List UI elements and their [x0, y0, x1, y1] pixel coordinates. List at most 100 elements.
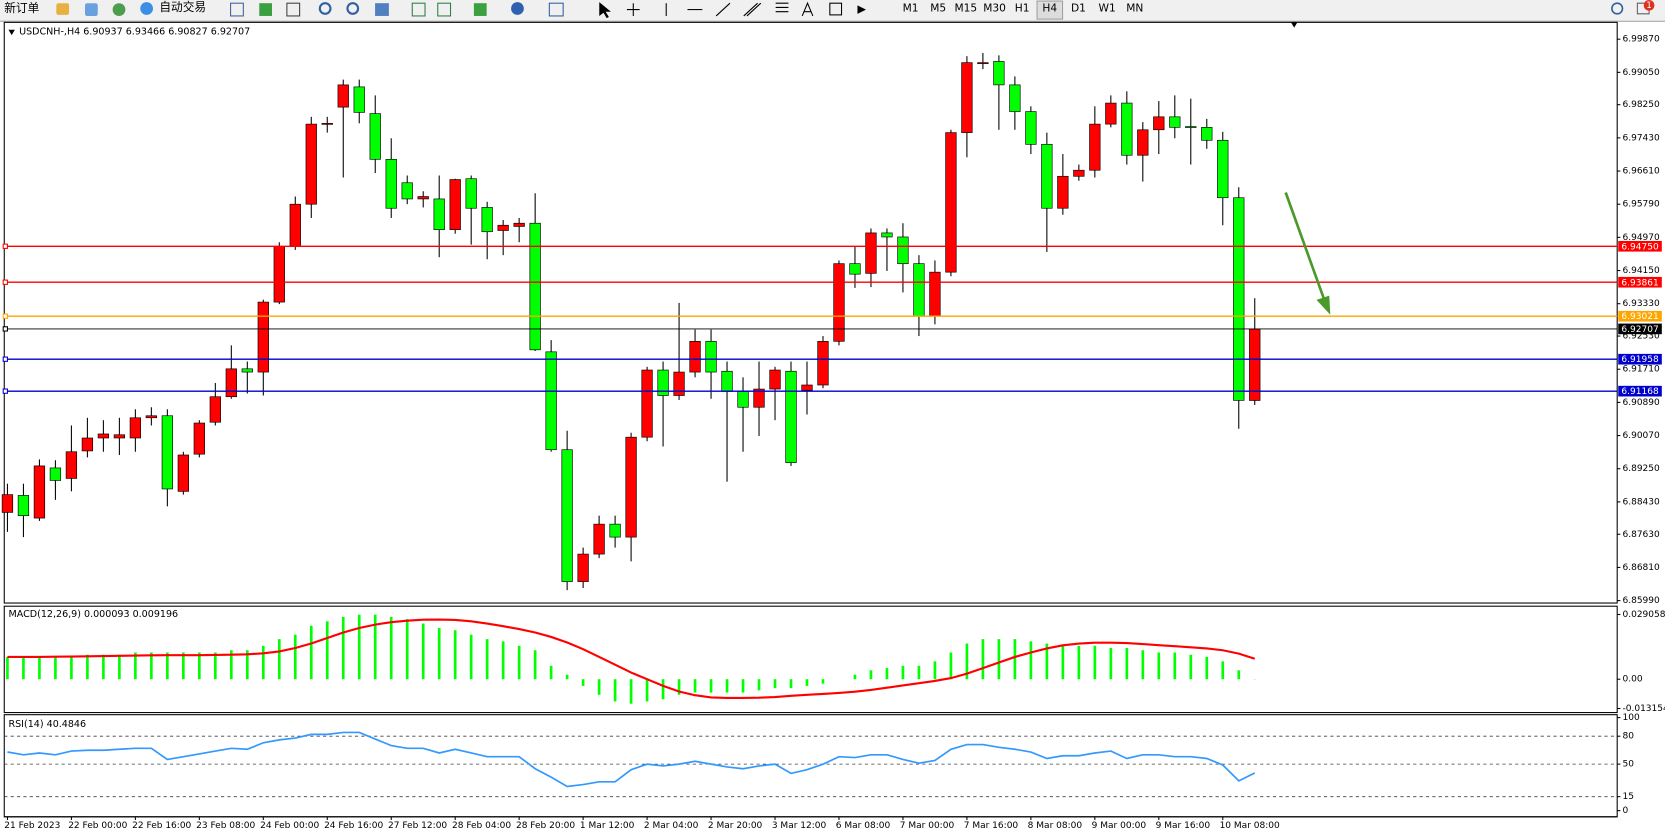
timeframe-button[interactable]: M30: [983, 2, 1006, 15]
candle-body: [81, 437, 94, 452]
arrows-tool[interactable]: [857, 5, 866, 14]
candle-body: [497, 224, 509, 231]
price-level-label: 6.92707: [1621, 325, 1658, 335]
candle-body: [577, 553, 589, 582]
new-order-button[interactable]: 新订单: [4, 1, 39, 15]
x-tick-label: 6 Mar 08:00: [836, 821, 891, 831]
chart-title: USDCNH-,H4 6.90937 6.93466 6.90827 6.927…: [19, 26, 250, 37]
candle-body: [1249, 328, 1261, 401]
y-tick-label: 0.029058: [1622, 610, 1665, 620]
candle-body: [65, 451, 78, 479]
y-tick-label: 6.94150: [1622, 266, 1660, 276]
y-tick-label: 6.96610: [1622, 167, 1660, 177]
macd-title: MACD(12,26,9) 0.000093 0.009196: [9, 609, 179, 620]
indicators-button[interactable]: [473, 3, 487, 16]
candle-body: [1057, 175, 1069, 209]
candle-body: [337, 84, 349, 108]
timeframe-button[interactable]: MN: [1126, 2, 1143, 15]
candle-body: [321, 122, 333, 125]
x-tick-label: 21 Feb 2023: [4, 821, 60, 831]
label-tool[interactable]: [829, 2, 843, 16]
y-tick-label: 80: [1622, 732, 1634, 742]
candle-body: [977, 62, 989, 65]
candle-body: [401, 182, 413, 200]
toolbar-icon[interactable]: [112, 3, 126, 16]
crosshair-tool[interactable]: [626, 3, 640, 16]
price-level-handle: [2, 356, 8, 362]
toolbar-icon[interactable]: [375, 3, 389, 16]
y-tick-label: 6.99050: [1622, 68, 1660, 78]
y-tick-label: 6.88430: [1622, 497, 1660, 507]
x-tick-label: 9 Mar 00:00: [1092, 821, 1147, 831]
toolbar-icon[interactable]: [230, 2, 244, 17]
periods-button[interactable]: [511, 2, 524, 15]
candle-body: [113, 434, 126, 439]
candle-body: [417, 196, 429, 200]
toolbar-icon[interactable]: [411, 2, 426, 17]
fibo-tool[interactable]: [775, 2, 789, 13]
channel-tool[interactable]: [743, 2, 762, 17]
templates-button[interactable]: [548, 2, 564, 17]
symbol-dropdown[interactable]: [8, 29, 15, 36]
cursor-tool[interactable]: [599, 2, 611, 19]
timeframe-button[interactable]: D1: [1071, 2, 1086, 15]
candle-body: [721, 370, 733, 392]
auto-trading-icon[interactable]: [140, 2, 154, 15]
toolbar-icon[interactable]: [437, 2, 452, 17]
y-tick-label: 6.90070: [1622, 431, 1660, 441]
y-tick-label: 0.00: [1622, 675, 1642, 685]
x-tick-label: 3 Mar 12:00: [772, 821, 827, 831]
timeframe-button[interactable]: M5: [930, 2, 946, 15]
timeframe-button[interactable]: H4: [1042, 2, 1057, 15]
price-level-handle: [2, 326, 8, 332]
candle-body: [641, 369, 653, 438]
candle-body: [465, 178, 477, 209]
trend-arrow: [1284, 192, 1331, 315]
x-tick-label: 8 Mar 08:00: [1028, 821, 1083, 831]
candle-body: [801, 384, 813, 391]
alert-badge[interactable]: [1643, 0, 1655, 11]
candle-body: [897, 236, 909, 264]
x-tick-label: 27 Feb 12:00: [388, 821, 447, 831]
y-tick-label: 6.94970: [1622, 233, 1660, 243]
timeframe-button[interactable]: M15: [955, 2, 978, 15]
price-level-handle: [2, 243, 8, 249]
timeframe-button[interactable]: H1: [1015, 2, 1030, 15]
arrow-head: [1316, 295, 1331, 315]
chart-shift-marker[interactable]: [1290, 22, 1298, 28]
candle-body: [545, 351, 557, 451]
candle-body: [305, 123, 317, 205]
y-tick-label: 6.85990: [1622, 596, 1660, 606]
zoom-in-button[interactable]: [318, 2, 332, 15]
candle-body: [241, 368, 253, 373]
price-level-handle: [2, 279, 8, 285]
x-tick-label: 2 Mar 20:00: [708, 821, 763, 831]
candle-body: [193, 422, 205, 455]
auto-trading-button[interactable]: 自动交易: [159, 0, 206, 14]
toolbar-icon[interactable]: [56, 3, 70, 15]
toolbar-icon[interactable]: [286, 2, 301, 17]
macd-panel-frame: [3, 605, 1618, 714]
x-tick-label: 22 Feb 00:00: [68, 821, 127, 831]
price-level-box: [1618, 276, 1662, 288]
candle-body: [209, 396, 221, 423]
candle-body: [849, 263, 861, 275]
toolbar-icon[interactable]: [259, 3, 273, 16]
candle-body: [129, 417, 141, 439]
timeframe-button[interactable]: M1: [903, 2, 919, 15]
toolbar: 新订单 自动交易 1: [0, 0, 1665, 28]
x-tick-label: 9 Mar 16:00: [1156, 821, 1211, 831]
zoom-out-button[interactable]: [346, 2, 360, 15]
y-tick-label: 6.89250: [1622, 464, 1660, 474]
candle-body: [881, 232, 893, 238]
x-tick-label: 28 Feb 20:00: [516, 821, 575, 831]
toolbar-icon[interactable]: [85, 3, 98, 16]
search-button[interactable]: [1611, 2, 1624, 15]
text-tool[interactable]: [801, 1, 814, 17]
timeframe-button[interactable]: W1: [1099, 2, 1116, 15]
trendline-tool[interactable]: [715, 2, 731, 17]
candle-body: [1169, 116, 1181, 128]
y-tick-label: 6.95790: [1622, 200, 1660, 210]
y-tick-label: 0: [1622, 806, 1628, 816]
